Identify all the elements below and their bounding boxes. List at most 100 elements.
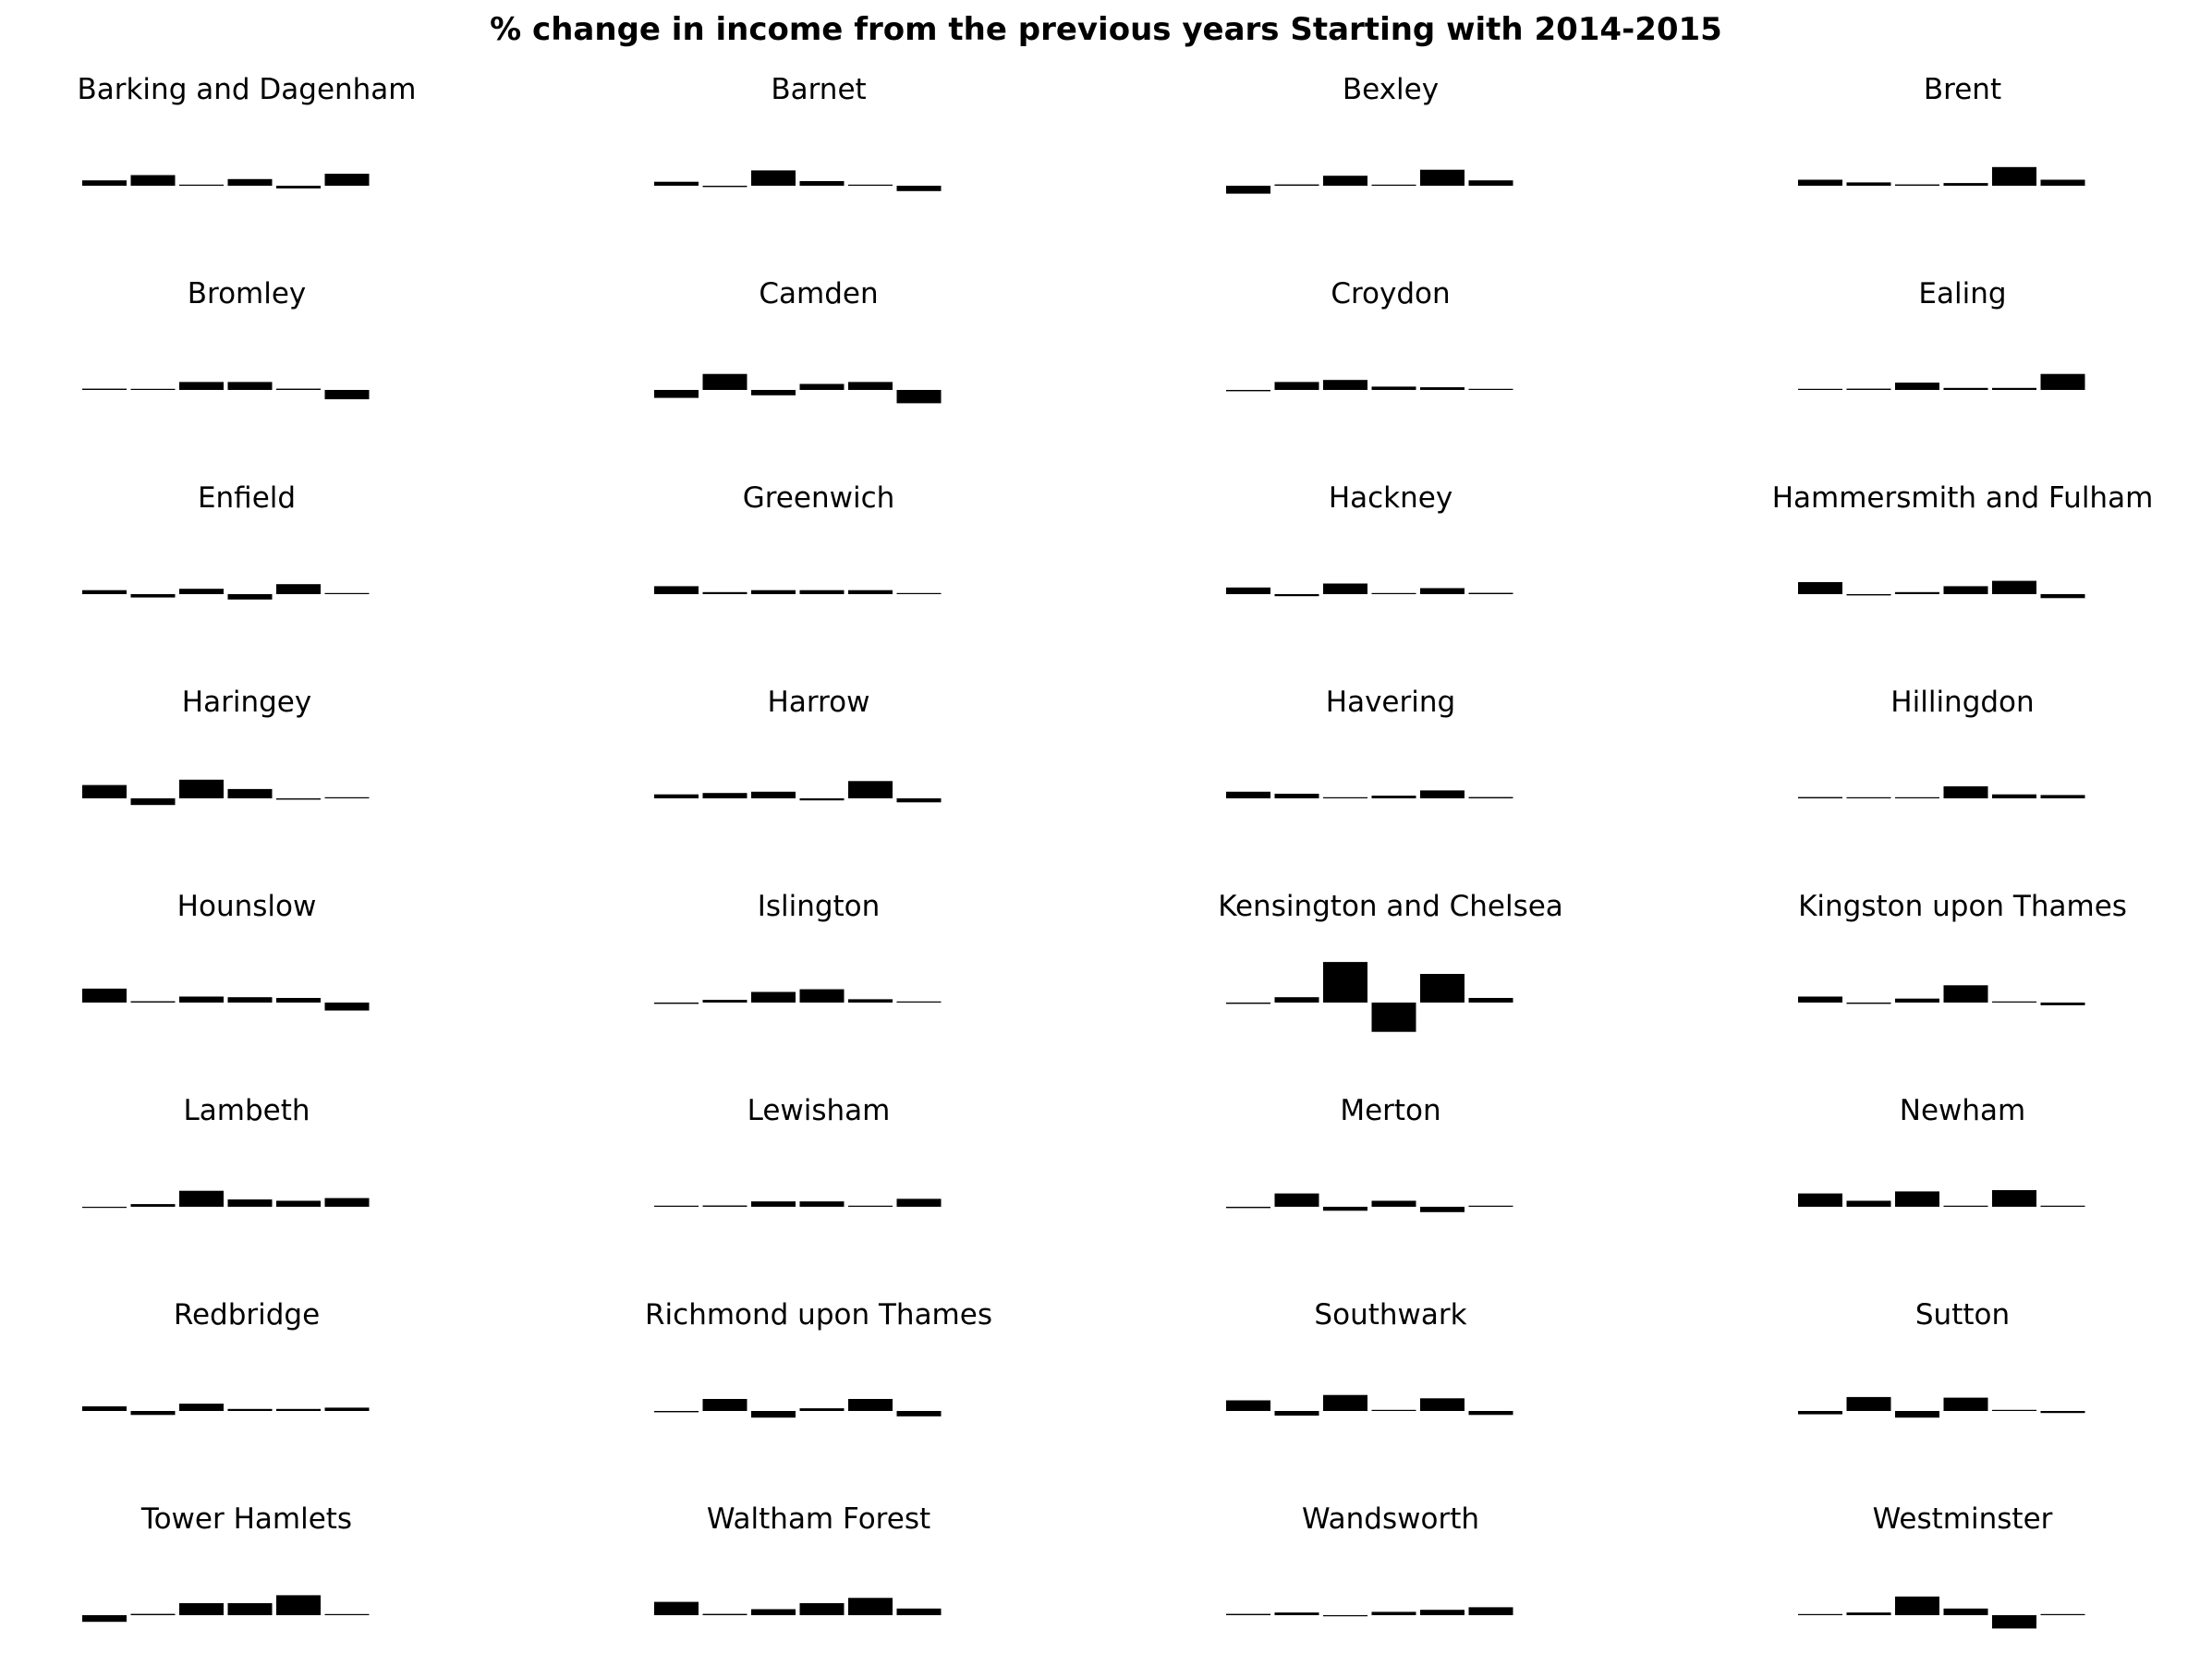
bar	[1420, 387, 1465, 390]
bar	[2040, 1205, 2085, 1207]
bar	[1274, 382, 1319, 390]
bar	[702, 1205, 747, 1207]
bar	[1846, 594, 1891, 596]
bar	[179, 1190, 224, 1207]
bar	[1274, 184, 1319, 186]
bar	[799, 1408, 845, 1411]
panel-title: Barking and Dagenham	[77, 73, 416, 106]
bar	[82, 180, 127, 186]
panel-title: Ealing	[1918, 277, 2006, 310]
bar	[82, 988, 127, 1003]
panel: Kingston upon Thames	[1798, 890, 2127, 1005]
panel: Southwark	[1226, 1298, 1513, 1416]
bar	[1371, 796, 1416, 798]
panel: Harrow	[654, 686, 942, 803]
bar	[1323, 962, 1367, 1003]
panel: Waltham Forest	[654, 1502, 942, 1615]
bar	[324, 797, 370, 798]
panel-title: Sutton	[1915, 1298, 2010, 1332]
bar	[1798, 1411, 1842, 1415]
bar	[896, 390, 942, 404]
bar	[1943, 1205, 1988, 1207]
bar	[1992, 1409, 2036, 1411]
bar	[848, 590, 893, 594]
panel-title: Westminster	[1873, 1502, 2053, 1536]
panel-title: Brent	[1924, 73, 2001, 106]
bar	[1420, 1610, 1465, 1615]
bar	[799, 989, 845, 1003]
bar	[276, 1200, 321, 1207]
bar	[751, 1411, 796, 1418]
panel-title: Enfield	[198, 481, 296, 515]
bar	[1226, 587, 1270, 594]
bar	[654, 181, 699, 186]
bar	[276, 584, 321, 594]
bar	[2040, 594, 2085, 599]
bar	[751, 170, 796, 186]
bar	[1895, 1411, 1939, 1418]
bar	[82, 388, 127, 390]
panel: Hackney	[1226, 481, 1513, 597]
bar	[751, 590, 796, 594]
bar	[848, 1399, 893, 1411]
bar	[2040, 1003, 2085, 1005]
bar	[1274, 1193, 1319, 1207]
bar	[1468, 1607, 1513, 1615]
bar	[1371, 1409, 1416, 1411]
bar	[82, 1406, 127, 1411]
bar	[82, 1207, 127, 1209]
bar	[799, 590, 845, 594]
panel-title: Hounslow	[177, 890, 317, 923]
bar	[848, 1205, 893, 1207]
bar	[1992, 1001, 2036, 1003]
bar	[1895, 1191, 1939, 1207]
panel-title: Croydon	[1331, 277, 1450, 310]
bar	[1371, 1200, 1416, 1207]
bar	[1468, 1411, 1513, 1416]
bar	[130, 175, 176, 186]
bar	[1943, 586, 1988, 594]
bar	[1992, 1190, 2036, 1207]
bar	[227, 788, 273, 798]
bar	[1992, 794, 2036, 798]
panel-title: Haringey	[182, 686, 311, 719]
bar	[130, 1204, 176, 1207]
bar	[1846, 388, 1891, 390]
bar	[896, 1608, 942, 1615]
bar	[1846, 1396, 1891, 1411]
panel-title: Islington	[758, 890, 881, 923]
panel: Bromley	[82, 277, 370, 400]
bar	[1226, 791, 1270, 798]
bar	[324, 1003, 370, 1011]
bar	[1798, 797, 1842, 798]
bar	[654, 1205, 699, 1207]
bar	[1895, 591, 1939, 594]
bar	[179, 382, 224, 390]
bar	[848, 1598, 893, 1615]
panel: Kensington and Chelsea	[1218, 890, 1563, 1032]
panel-title: Kensington and Chelsea	[1218, 890, 1563, 923]
bar	[1371, 184, 1416, 186]
bar	[1992, 580, 2036, 594]
bar	[1798, 996, 1842, 1003]
bar	[324, 1407, 370, 1411]
panel-title: Lambeth	[183, 1094, 310, 1127]
bar	[1468, 180, 1513, 186]
bar	[702, 373, 747, 390]
bar	[799, 1603, 845, 1615]
bar	[276, 798, 321, 800]
bar	[896, 798, 942, 803]
bar	[799, 181, 845, 186]
bar	[1323, 176, 1367, 186]
bar	[654, 794, 699, 798]
bar	[1274, 997, 1319, 1003]
bar	[1274, 594, 1319, 597]
bar	[751, 791, 796, 798]
bar	[848, 781, 893, 798]
bar	[1274, 1411, 1319, 1416]
bar	[227, 1199, 273, 1207]
bar	[227, 178, 273, 186]
bar	[1226, 1613, 1270, 1615]
bar	[1468, 797, 1513, 798]
panel: Haringey	[82, 686, 370, 806]
